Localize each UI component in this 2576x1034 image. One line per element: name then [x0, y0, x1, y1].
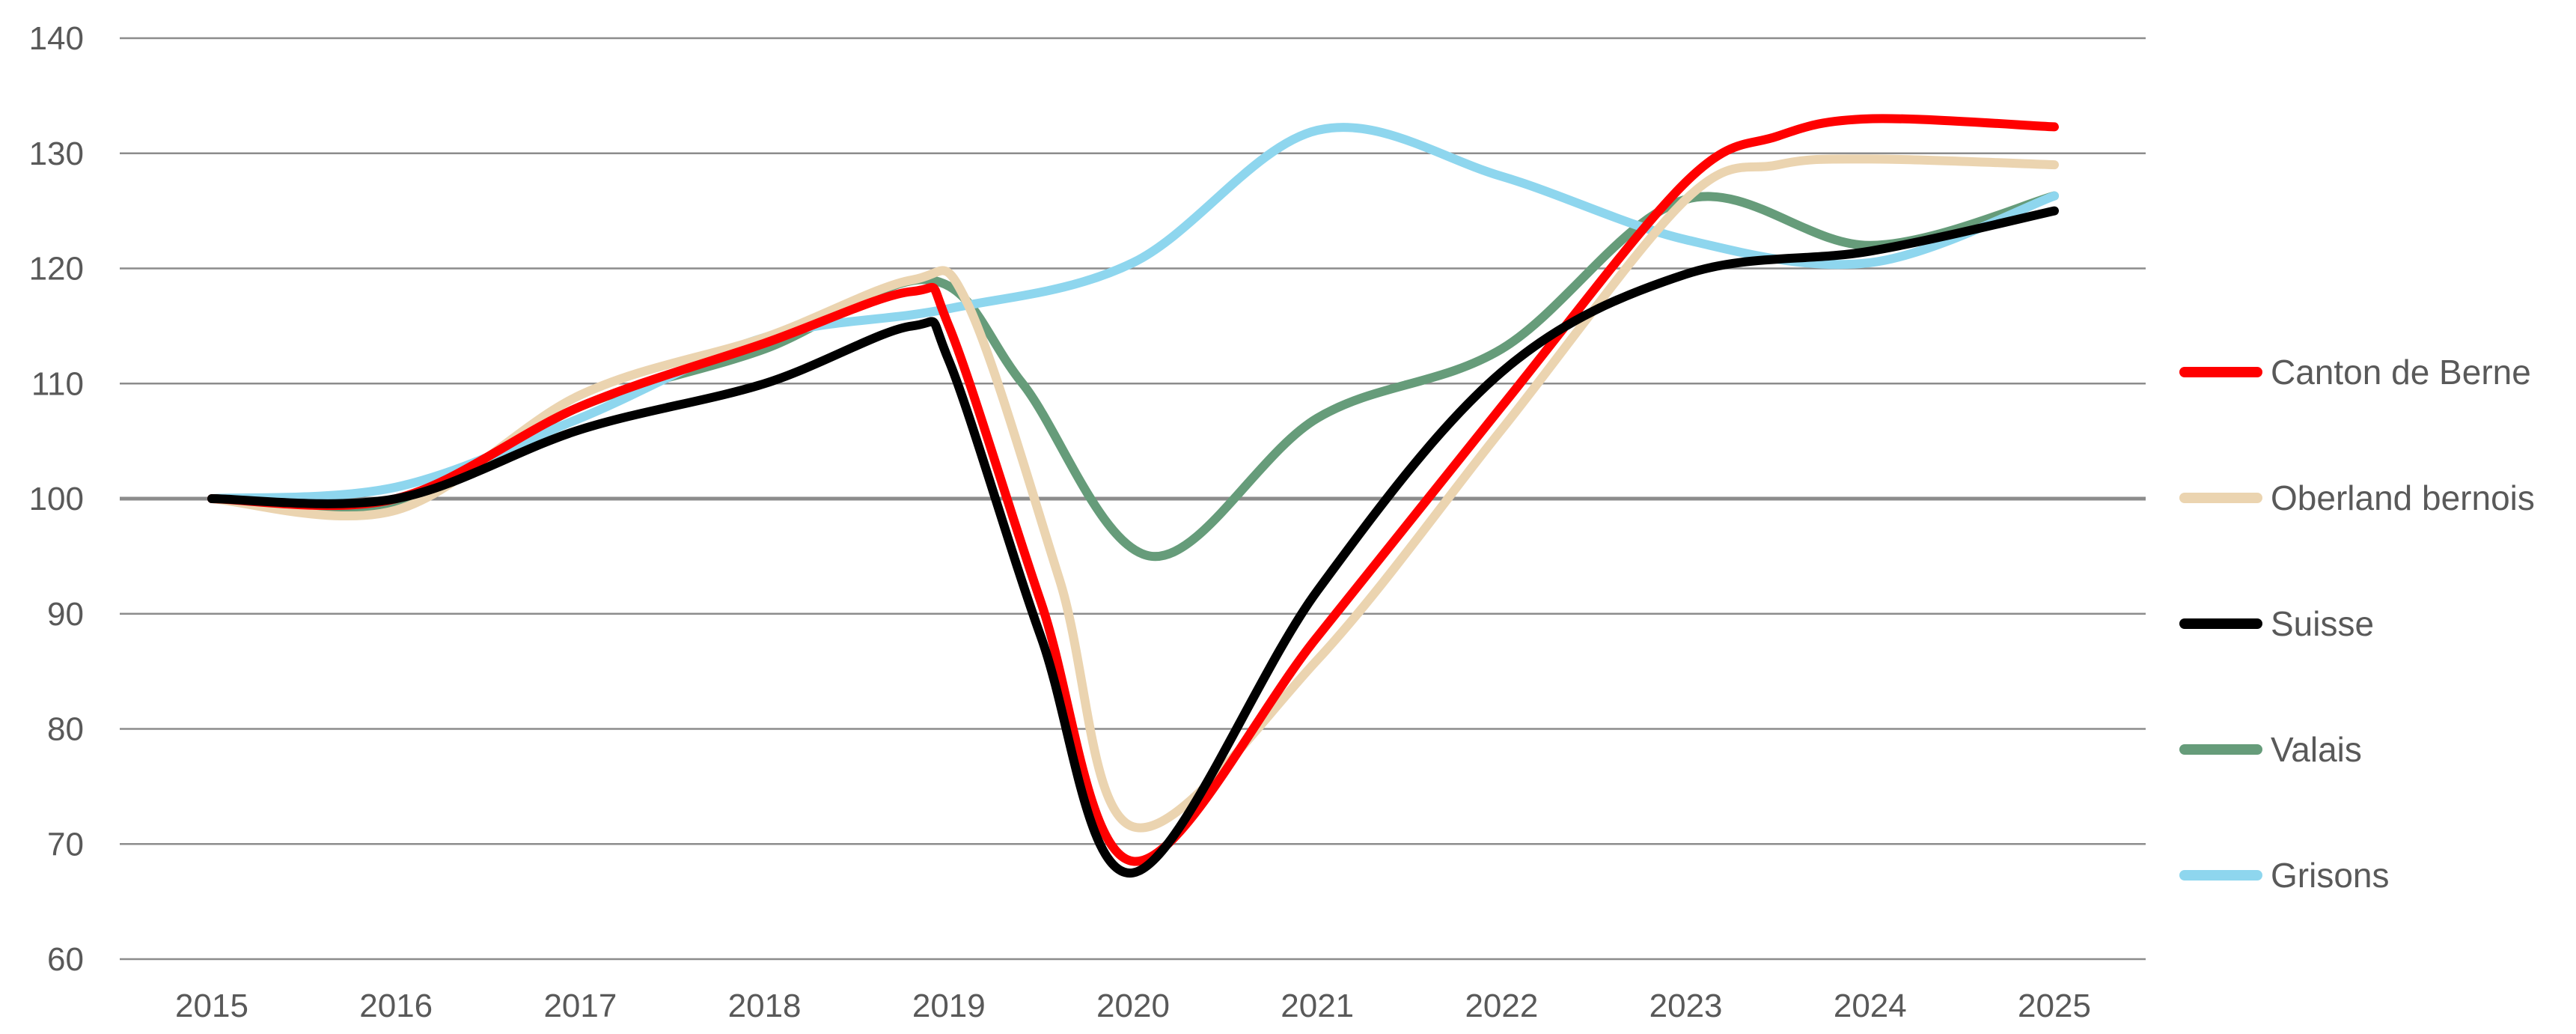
- y-tick-label: 100: [29, 481, 84, 517]
- x-axis: 2015 2016 2017 2018 2019 2020 2021 2022 2023 2024…: [175, 988, 2091, 1024]
- x-tick-label: 2023: [1649, 988, 1723, 1024]
- x-tick-label: 2018: [728, 988, 802, 1024]
- x-tick-label: 2020: [1096, 988, 1170, 1024]
- x-tick-label: 2015: [175, 988, 248, 1024]
- series-line-suisse: [207, 206, 2059, 878]
- y-tick-label: 80: [47, 711, 84, 748]
- series-lines: [207, 114, 2059, 878]
- legend-item: Canton de Berne: [2179, 353, 2531, 392]
- x-tick-label: 2022: [1465, 988, 1538, 1024]
- legend-item: Grisons: [2179, 856, 2389, 895]
- legend-label: Suisse: [2271, 604, 2374, 643]
- y-axis: 60 70 80 90 100 110 120 130 140: [29, 20, 84, 978]
- y-tick-label: 120: [29, 251, 84, 288]
- legend-label: Canton de Berne: [2271, 353, 2531, 392]
- x-tick-label: 2016: [359, 988, 433, 1024]
- legend-item: Valais: [2179, 730, 2362, 769]
- legend: Canton de Berne Oberland bernois Suisse Val…: [2179, 353, 2535, 895]
- legend-label: Grisons: [2271, 856, 2389, 895]
- x-tick-label: 2021: [1281, 988, 1354, 1024]
- gridlines: [120, 37, 2146, 961]
- x-tick-label: 2019: [912, 988, 986, 1024]
- series-line-canton-de-berne: [207, 114, 2059, 866]
- legend-label: Oberland bernois: [2271, 478, 2535, 517]
- series-line-grisons: [207, 123, 2059, 503]
- y-tick-label: 110: [31, 365, 84, 402]
- y-tick-label: 130: [29, 136, 84, 172]
- y-tick-label: 140: [29, 20, 84, 57]
- x-tick-label: 2024: [1834, 988, 1907, 1024]
- series-line-oberland-bernois: [207, 154, 2059, 833]
- x-tick-label: 2017: [543, 988, 617, 1024]
- x-tick-label: 2025: [2018, 988, 2091, 1024]
- legend-label: Valais: [2271, 730, 2362, 769]
- legend-item: Oberland bernois: [2179, 478, 2535, 517]
- y-tick-label: 60: [47, 941, 84, 978]
- y-tick-label: 90: [47, 596, 84, 633]
- series-line-valais: [207, 191, 2059, 561]
- legend-item: Suisse: [2179, 604, 2374, 643]
- y-tick-label: 70: [47, 826, 84, 863]
